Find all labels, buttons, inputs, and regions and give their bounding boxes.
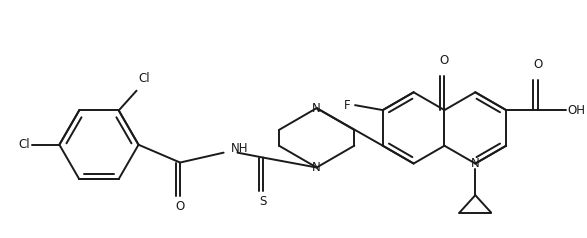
Text: OH: OH <box>568 104 585 117</box>
Text: Cl: Cl <box>18 138 30 151</box>
Text: NH: NH <box>231 142 248 155</box>
Text: Cl: Cl <box>139 72 150 85</box>
Text: O: O <box>176 200 185 213</box>
Text: S: S <box>259 195 267 208</box>
Text: O: O <box>440 54 449 67</box>
Text: F: F <box>343 99 350 112</box>
Text: N: N <box>312 102 321 115</box>
Text: N: N <box>471 157 480 170</box>
Text: N: N <box>312 161 321 174</box>
Text: O: O <box>533 58 542 70</box>
